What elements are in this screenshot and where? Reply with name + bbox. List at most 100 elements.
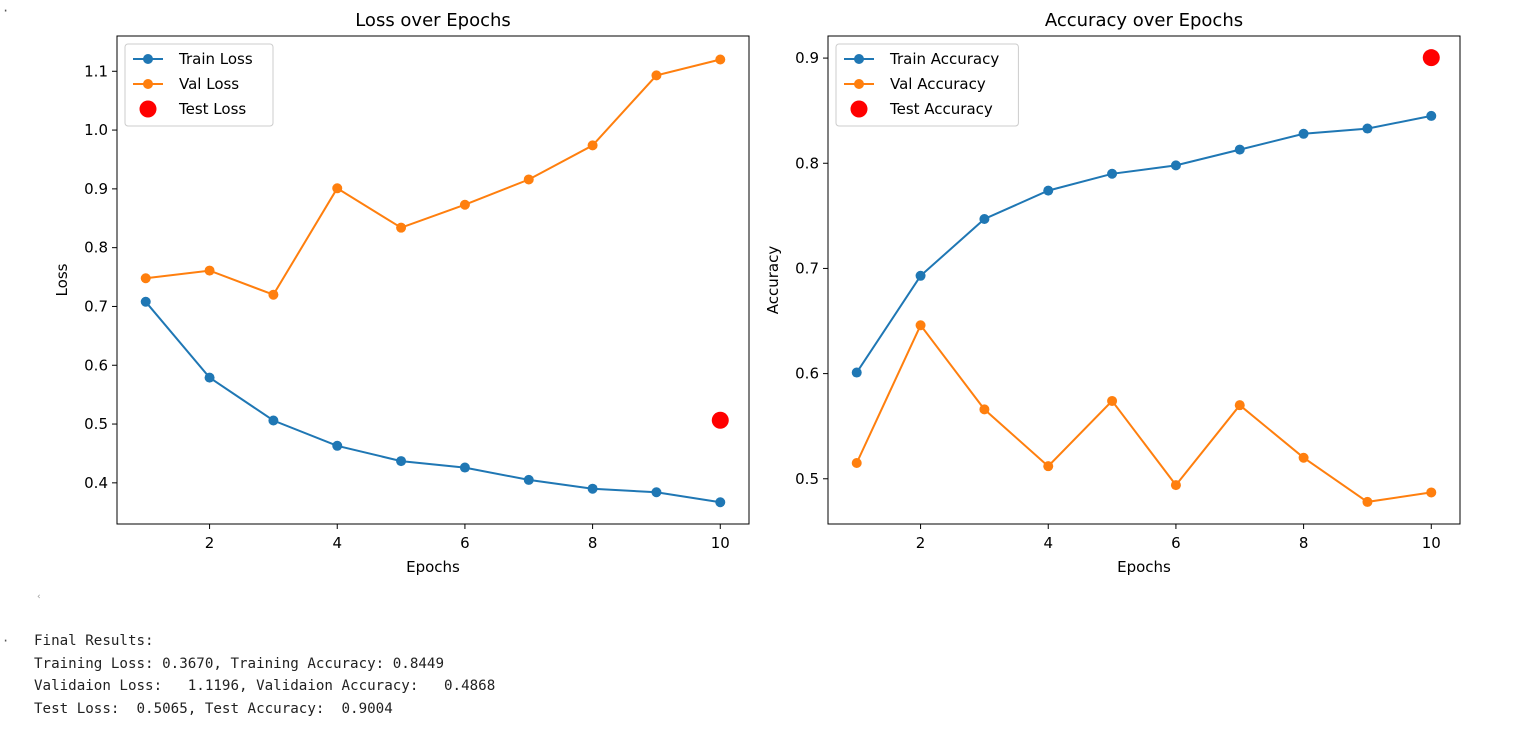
data-point	[1426, 487, 1437, 498]
output-text: Final Results: Training Loss: 0.3670, Tr…	[34, 630, 495, 720]
y-axis-label: Accuracy	[764, 246, 782, 315]
x-tick-label: 2	[916, 534, 926, 552]
data-point	[851, 458, 862, 468]
x-tick-label: 10	[1422, 534, 1441, 552]
legend-marker	[139, 100, 157, 118]
x-axis-label: Epochs	[406, 558, 460, 576]
y-tick-label: 0.5	[84, 415, 108, 433]
data-point	[979, 404, 990, 415]
output-marker: ·	[2, 634, 10, 648]
y-tick-label: 0.7	[84, 297, 108, 315]
data-point	[1170, 480, 1181, 491]
y-axis-label: Loss	[53, 263, 71, 296]
data-point	[268, 415, 279, 426]
data-point	[651, 487, 662, 498]
legend: Train Accuracy Val Accuracy Test Accuracy	[835, 43, 1019, 127]
axes-frame	[116, 35, 750, 525]
data-point	[268, 289, 279, 300]
y-tick-label: 0.9	[795, 49, 819, 67]
legend-marker	[143, 54, 153, 64]
legend-label: Val Accuracy	[890, 75, 986, 93]
y-tick-label: 0.8	[795, 154, 819, 172]
y-tick-label: 0.8	[84, 239, 108, 257]
legend-label: Train Accuracy	[889, 50, 999, 68]
x-tick-label: 4	[1043, 534, 1053, 552]
data-point	[396, 222, 407, 233]
series-line	[145, 58, 721, 296]
legend: Train Loss Val Loss Test Loss	[124, 43, 274, 127]
data-point	[140, 296, 151, 307]
data-point	[332, 183, 343, 194]
output-line: Training Loss: 0.3670, Training Accuracy…	[34, 655, 444, 672]
legend-marker	[854, 54, 864, 64]
data-point	[1234, 400, 1245, 411]
data-point	[459, 462, 470, 473]
data-point	[1426, 110, 1437, 121]
data-point	[332, 440, 343, 451]
output-line: Validaion Loss: 1.1196, Validaion Accura…	[34, 678, 496, 695]
y-tick-label: 0.5	[795, 470, 819, 488]
data-point	[523, 174, 534, 185]
data-point	[651, 70, 662, 81]
test-point	[1422, 49, 1440, 67]
x-tick-label: 4	[332, 534, 342, 552]
series-line	[855, 323, 1432, 503]
legend-label: Train Loss	[178, 50, 253, 68]
data-point	[1362, 123, 1373, 134]
data-point	[915, 270, 926, 281]
legend-label: Test Accuracy	[889, 100, 993, 118]
series-line	[144, 301, 721, 504]
y-tick-label: 0.9	[84, 180, 108, 198]
data-point	[715, 54, 726, 65]
y-tick-label: 1.1	[84, 62, 108, 80]
output-line: Test Loss: 0.5065, Test Accuracy: 0.9004	[34, 700, 393, 717]
accuracy-chart: Accuracy over Epochs 2 4 6 8 10 0.5 0.6 0.7 0.8 0.…	[764, 10, 1461, 576]
data-point	[1170, 160, 1181, 171]
y-tick-label: 0.6	[795, 365, 819, 383]
data-point	[1234, 144, 1245, 155]
loss-chart: Loss over Epochs 2 4 6 8 10 0.4 0.5 0.6 0.7 0.8 0.9…	[53, 10, 750, 576]
data-point	[915, 320, 926, 331]
legend-marker	[850, 100, 868, 118]
data-point	[1362, 496, 1373, 507]
data-point	[1298, 452, 1309, 463]
data-point	[204, 265, 215, 276]
x-tick-label: 10	[711, 534, 730, 552]
legend-label: Test Loss	[178, 100, 246, 118]
axes-frame	[827, 35, 1461, 525]
x-tick-label: 6	[460, 534, 470, 552]
x-tick-label: 8	[1299, 534, 1309, 552]
output-line: Final Results:	[34, 633, 154, 649]
data-point	[1107, 395, 1118, 406]
y-tick-label: 0.4	[84, 474, 108, 492]
data-point	[1043, 461, 1054, 472]
data-point	[523, 474, 534, 485]
data-point	[204, 372, 215, 383]
legend-box	[124, 43, 274, 127]
data-point	[1107, 168, 1118, 179]
collapse-arrow-icon[interactable]: ‹	[37, 592, 41, 602]
data-point	[459, 199, 470, 210]
y-tick-label: 0.6	[84, 356, 108, 374]
data-point	[1298, 128, 1309, 139]
x-tick-label: 6	[1171, 534, 1181, 552]
data-point	[396, 456, 407, 467]
data-point	[140, 273, 151, 284]
y-tick-label: 1.0	[84, 121, 108, 139]
series-line	[855, 114, 1432, 374]
y-tick-label: 0.7	[795, 259, 819, 277]
data-point	[715, 497, 726, 508]
data-point	[1043, 185, 1054, 196]
legend-box	[835, 43, 1019, 127]
x-axis-label: Epochs	[1117, 558, 1171, 576]
data-point	[587, 140, 598, 151]
x-tick-label: 2	[205, 534, 215, 552]
x-tick-label: 8	[588, 534, 598, 552]
data-point	[979, 214, 990, 224]
legend-marker	[854, 79, 864, 89]
legend-marker	[143, 79, 153, 89]
cell-marker: ·	[2, 4, 10, 18]
chart-title: Accuracy over Epochs	[1045, 10, 1243, 31]
chart-title: Loss over Epochs	[355, 10, 511, 31]
legend-label: Val Loss	[179, 75, 239, 93]
